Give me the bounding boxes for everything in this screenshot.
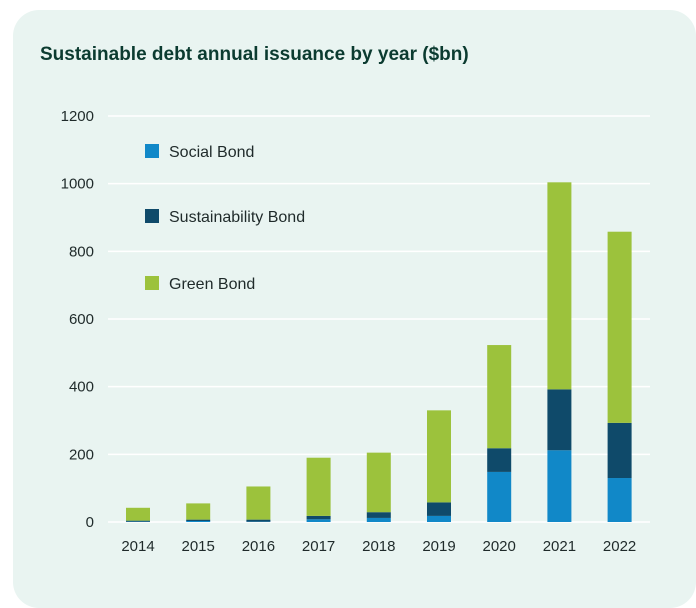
bar-sustainability-bond-2019 (427, 502, 451, 516)
bar-green-bond-2015 (186, 503, 211, 520)
x-tick-label: 2021 (543, 538, 576, 555)
bar-social-bond-2015 (186, 520, 211, 522)
bar-sustainability-bond-2015 (186, 519, 211, 521)
bar-sustainability-bond-2016 (246, 519, 271, 522)
y-tick-label: 400 (69, 379, 94, 396)
bar-social-bond-2019 (427, 515, 451, 522)
y-tick-label: 1200 (61, 108, 94, 125)
bar-social-bond-2020 (487, 471, 512, 522)
x-tick-label: 2022 (603, 538, 636, 555)
bar-social-bond-2021 (547, 450, 572, 522)
y-tick-label: 0 (86, 514, 94, 531)
y-tick-label: 200 (69, 446, 94, 463)
bar-green-bond-2014 (126, 507, 150, 521)
bar-green-bond-2017 (306, 457, 331, 516)
bar-sustainability-bond-2021 (547, 389, 572, 451)
x-tick-label: 2014 (121, 538, 154, 555)
bar-green-bond-2018 (366, 452, 391, 513)
bar-green-bond-2020 (487, 345, 512, 449)
x-tick-label: 2017 (302, 538, 335, 555)
bar-sustainability-bond-2020 (487, 448, 512, 472)
y-tick-label: 1000 (61, 176, 94, 193)
chart-title: Sustainable debt annual issuance by year… (40, 44, 469, 65)
bar-social-bond-2022 (607, 478, 632, 522)
bar-sustainability-bond-2014 (126, 520, 150, 522)
bar-green-bond-2016 (246, 486, 271, 520)
x-tick-label: 2020 (483, 538, 516, 555)
y-tick-label: 800 (69, 243, 94, 260)
legend-label: Social Bond (169, 144, 254, 161)
bar-green-bond-2022 (607, 231, 632, 423)
bar-social-bond-2017 (306, 519, 331, 522)
x-tick-label: 2019 (422, 538, 455, 555)
legend-swatch-sustainability-bond (145, 209, 159, 223)
x-tick-label: 2015 (182, 538, 215, 555)
bar-green-bond-2019 (427, 410, 451, 503)
x-tick-label: 2018 (362, 538, 395, 555)
bar-social-bond-2018 (366, 517, 391, 522)
legend-label: Sustainability Bond (169, 209, 305, 226)
x-tick-label: 2016 (242, 538, 275, 555)
legend-label: Green Bond (169, 276, 255, 293)
y-tick-label: 600 (69, 311, 94, 328)
legend-swatch-green-bond (145, 276, 159, 290)
legend-swatch-social-bond (145, 144, 159, 158)
bar-sustainability-bond-2018 (366, 512, 391, 518)
bar-green-bond-2021 (547, 182, 572, 390)
bar-sustainability-bond-2022 (607, 422, 632, 479)
bar-sustainability-bond-2017 (306, 515, 331, 520)
